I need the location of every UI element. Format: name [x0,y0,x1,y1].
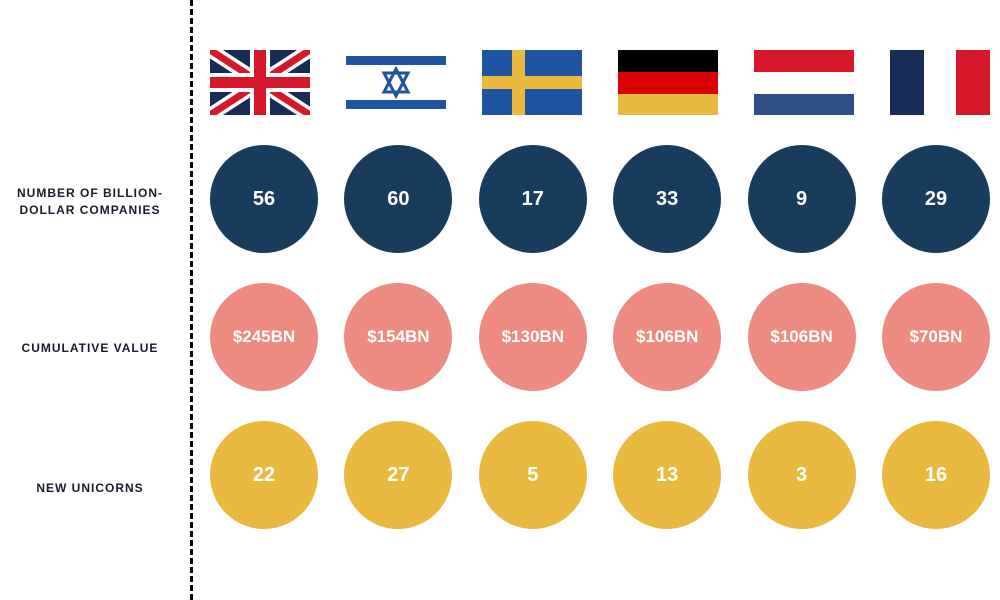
flag-sweden [482,50,582,115]
value-uk-unicorns: 22 [210,421,318,529]
flag-germany [618,50,718,115]
flag-row [210,50,990,115]
row-new-unicorns: 22 27 5 13 3 16 [210,421,990,529]
flag-israel [346,50,446,115]
row-cumulative-value: $245BN $154BN $130BN $106BN $106BN $70BN [210,283,990,391]
value-germany-unicorns: 13 [613,421,721,529]
value-israel-cumulative: $154BN [344,283,452,391]
value-france-unicorns: 16 [882,421,990,529]
value-uk-billion-dollar: 56 [210,145,318,253]
value-sweden-billion-dollar: 17 [479,145,587,253]
row-labels-column: NUMBER OF BILLION-DOLLAR COMPANIES CUMUL… [0,0,180,600]
value-israel-billion-dollar: 60 [344,145,452,253]
value-israel-unicorns: 27 [344,421,452,529]
value-germany-billion-dollar: 33 [613,145,721,253]
row-label-new-unicorns: NEW UNICORNS [0,480,180,497]
value-germany-cumulative: $106BN [613,283,721,391]
flag-netherlands [754,50,854,115]
row-billion-dollar: 56 60 17 33 9 29 [210,145,990,253]
vertical-divider [190,0,193,600]
value-netherlands-cumulative: $106BN [748,283,856,391]
row-label-billion-dollar: NUMBER OF BILLION-DOLLAR COMPANIES [0,185,180,219]
row-label-cumulative-value: CUMULATIVE VALUE [0,340,180,357]
value-netherlands-unicorns: 3 [748,421,856,529]
flag-france [890,50,990,115]
value-netherlands-billion-dollar: 9 [748,145,856,253]
value-uk-cumulative: $245BN [210,283,318,391]
value-france-billion-dollar: 29 [882,145,990,253]
flag-uk [210,50,310,115]
data-grid: 56 60 17 33 9 29 $245BN $154BN $130BN $1… [210,50,990,580]
value-sweden-cumulative: $130BN [479,283,587,391]
value-france-cumulative: $70BN [882,283,990,391]
value-sweden-unicorns: 5 [479,421,587,529]
